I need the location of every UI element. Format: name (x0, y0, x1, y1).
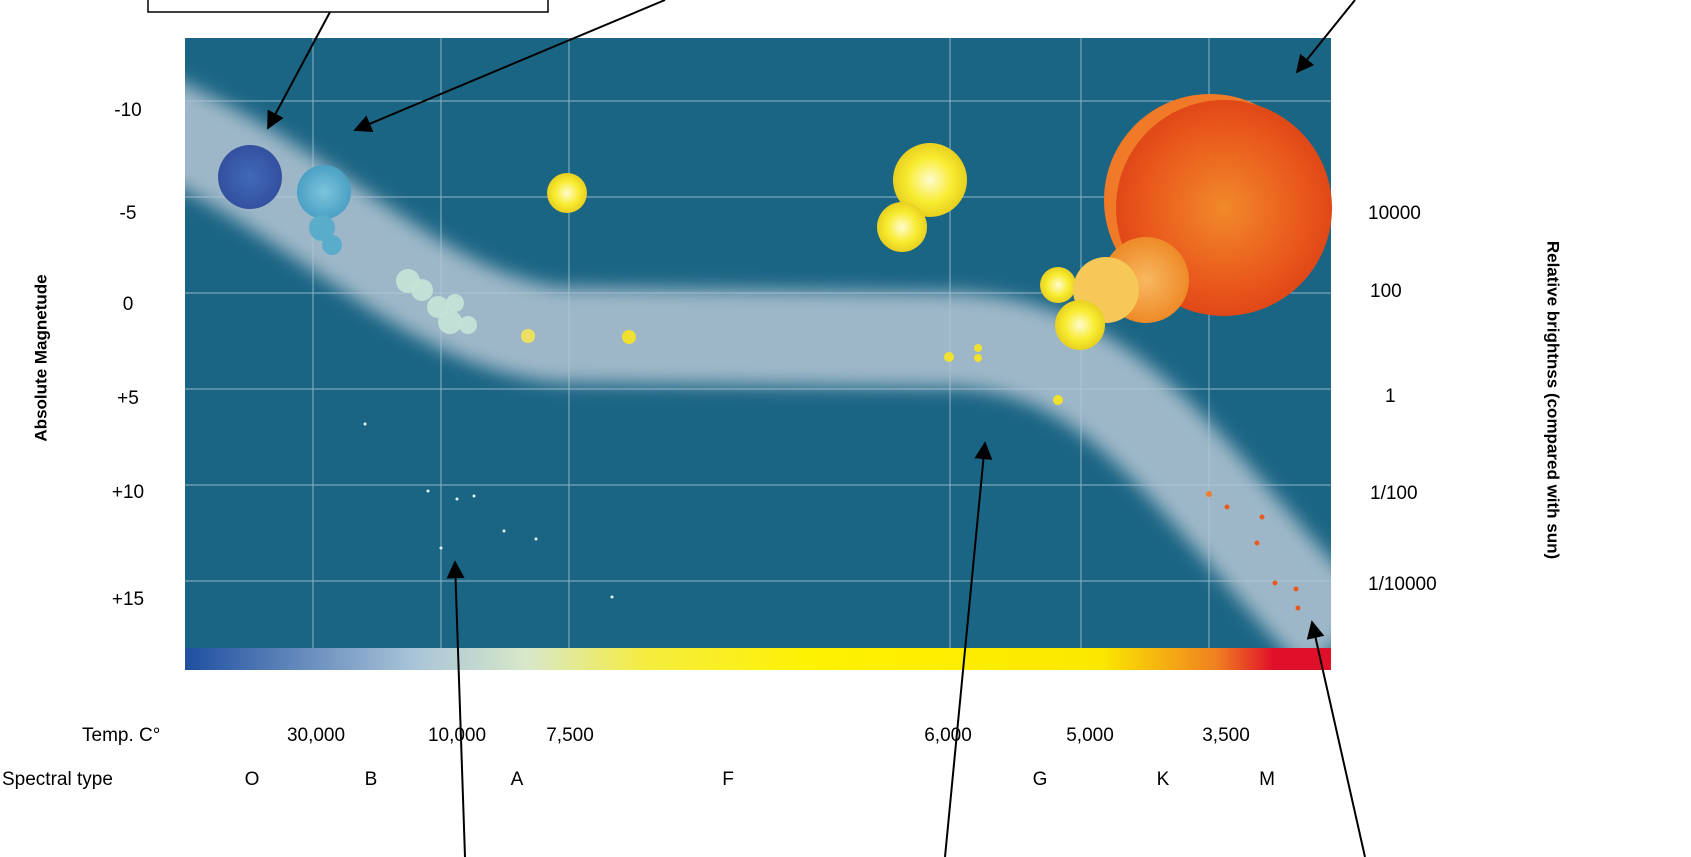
label-box (148, 0, 548, 12)
spectral-type: G (1033, 769, 1048, 790)
right-axis-label: 1 (1385, 386, 1396, 407)
hr-diagram: Absolute Magnetude Relative brightnss (c… (0, 0, 1691, 857)
right-axis-label: 1/100 (1370, 483, 1418, 504)
temperature-label: Temp. C° (82, 725, 160, 746)
left-axis-label: +10 (112, 482, 144, 503)
temperature-value: 5,000 (1066, 725, 1114, 746)
left-axis-title: Absolute Magnetude (31, 274, 50, 441)
right-axis-label: 1/10000 (1368, 574, 1437, 595)
right-axis-label: 100 (1370, 281, 1402, 302)
temperature-value: 10,000 (428, 725, 486, 746)
spectral-label: Spectral type (2, 769, 113, 790)
spectral-type: F (722, 769, 734, 790)
spectral-type: O (245, 769, 260, 790)
spectral-type: K (1157, 769, 1170, 790)
left-axis-label: 0 (123, 294, 134, 315)
temperature-value: 6,000 (924, 725, 972, 746)
spectral-type: A (511, 769, 524, 790)
right-axis-label: 10000 (1368, 203, 1421, 224)
temperature-value: 3,500 (1202, 725, 1250, 746)
right-axis-title: Relative brightnss (compared with sun) (1544, 241, 1563, 559)
left-axis-label: -10 (114, 100, 141, 121)
temperature-value: 30,000 (287, 725, 345, 746)
left-axis-label: -5 (120, 203, 137, 224)
temperature-value: 7,500 (546, 725, 594, 746)
spectral-type: B (365, 769, 378, 790)
left-axis-label: +15 (112, 589, 144, 610)
spectral-type: M (1259, 769, 1275, 790)
color-bar (185, 648, 1331, 670)
left-axis-label: +5 (117, 388, 139, 409)
